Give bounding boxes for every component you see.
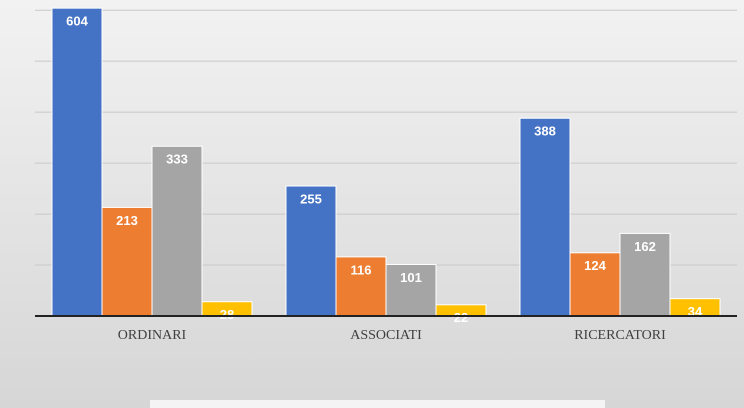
bar — [51, 7, 103, 317]
value-label: 255 — [300, 191, 322, 206]
value-label: 22 — [454, 310, 468, 325]
value-label: 124 — [584, 258, 606, 273]
value-label: 162 — [634, 239, 656, 254]
value-label: 604 — [66, 14, 88, 29]
bar — [569, 252, 621, 317]
value-label: 388 — [534, 124, 556, 139]
bar — [285, 185, 337, 317]
bar — [151, 145, 203, 317]
value-label: 213 — [116, 213, 138, 228]
value-label: 101 — [400, 270, 422, 285]
bar — [335, 256, 387, 317]
x-tick-label: ORDINARI — [118, 328, 187, 343]
value-label: 116 — [351, 262, 372, 277]
bar — [519, 117, 571, 317]
bar — [619, 232, 671, 317]
value-label: 28 — [220, 307, 234, 322]
legend-area — [150, 400, 605, 408]
value-label: 333 — [166, 152, 188, 167]
x-tick-label: ASSOCIATI — [350, 328, 422, 343]
x-tick-label: RICERCATORI — [574, 328, 666, 343]
